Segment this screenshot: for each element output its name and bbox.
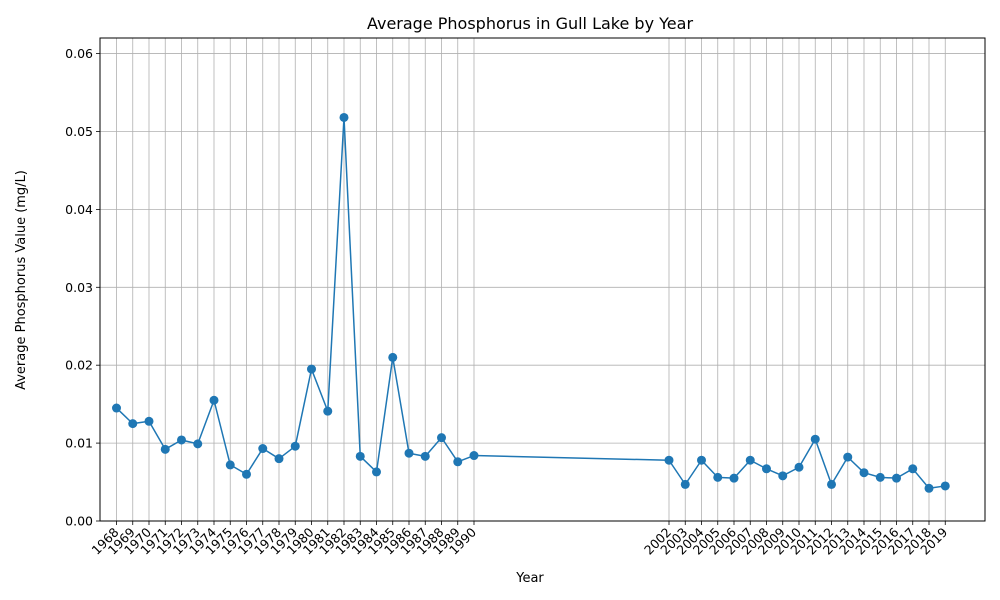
y-tick-label: 0.03 [65, 280, 93, 295]
data-point-1968 [112, 403, 121, 413]
data-point-1984 [372, 467, 381, 477]
data-point-1976 [242, 469, 251, 479]
data-point-2014 [859, 468, 869, 478]
data-point-2018 [924, 483, 934, 493]
grid [100, 38, 985, 522]
data-point-2006 [729, 473, 739, 483]
y-tick-label: 0.06 [65, 46, 93, 61]
data-point-1981 [323, 406, 333, 416]
data-point-2003 [680, 479, 690, 489]
data-point-1969 [128, 419, 138, 429]
x-axis-label: Year [515, 571, 544, 586]
x-axis: 1968196919701971197219731974197519761977… [89, 521, 950, 558]
data-point-1970 [144, 416, 154, 426]
data-point-2002 [664, 455, 674, 465]
data-point-1987 [420, 451, 430, 461]
y-tick-label: 0.01 [65, 436, 93, 451]
data-point-2011 [810, 434, 820, 444]
data-point-1983 [355, 451, 365, 461]
data-point-1988 [437, 433, 446, 443]
data-point-1989 [453, 457, 463, 467]
data-point-2004 [697, 455, 706, 465]
data-point-1986 [404, 448, 414, 458]
y-tick-label: 0.04 [65, 202, 93, 217]
data-point-1971 [160, 444, 170, 454]
data-point-2010 [794, 462, 804, 472]
y-tick-label: 0.02 [65, 358, 93, 373]
data-point-1972 [177, 435, 186, 445]
data-point-1973 [193, 439, 203, 449]
data-point-2013 [843, 452, 853, 462]
series-layer [112, 112, 950, 493]
data-point-2012 [827, 479, 836, 489]
data-point-2007 [745, 455, 755, 465]
data-point-2005 [713, 472, 723, 482]
data-point-2008 [762, 464, 771, 474]
data-point-1985 [388, 352, 398, 362]
data-point-2015 [875, 472, 885, 482]
data-point-1990 [469, 451, 479, 461]
data-point-1979 [290, 441, 300, 451]
data-point-1975 [225, 460, 235, 470]
y-axis: 0.00 0.01 0.02 0.03 0.04 0.05 0.06 [65, 46, 100, 529]
series-line [115, 116, 946, 490]
y-tick-label: 0.00 [65, 514, 93, 529]
data-point-2017 [908, 464, 918, 474]
data-point-1982 [339, 112, 349, 122]
data-point-2016 [892, 473, 901, 483]
data-point-1974 [209, 395, 219, 405]
data-point-1978 [274, 454, 284, 464]
chart-title: Average Phosphorus in Gull Lake by Year [367, 14, 693, 33]
y-axis-label: Average Phosphorus Value (mg/L) [14, 170, 29, 390]
data-point-2019 [940, 481, 950, 491]
plot-frame [99, 37, 986, 522]
data-point-1980 [307, 364, 316, 374]
data-point-1977 [258, 444, 268, 454]
y-tick-label: 0.05 [65, 124, 93, 139]
data-point-2009 [778, 471, 788, 481]
